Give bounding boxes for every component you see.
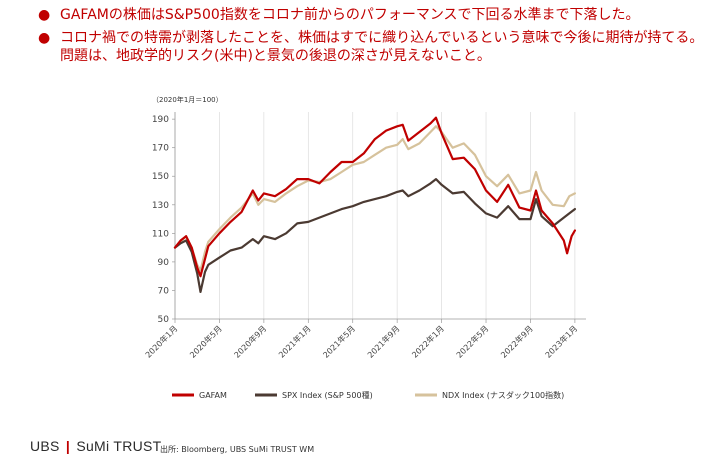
x-tick-label: 2021年9月 bbox=[365, 323, 401, 359]
company-logo: UBS | SuMi TRUST bbox=[30, 438, 162, 454]
y-tick-label: 150 bbox=[152, 172, 169, 182]
y-tick-label: 90 bbox=[158, 258, 170, 268]
legend-label: NDX Index (ナスダック100指数) bbox=[442, 390, 564, 400]
x-tick-label: 2022年1月 bbox=[410, 323, 446, 359]
logo-separator: | bbox=[65, 438, 71, 454]
bullet-list: ● GAFAMの株価はS&P500指数をコロナ前からのパフォーマンスで下回る水準… bbox=[30, 6, 710, 70]
x-tick-label: 2020年9月 bbox=[232, 323, 268, 359]
x-tick-label: 2021年5月 bbox=[321, 323, 357, 359]
source-note: 出所: Bloomberg, UBS SuMi TRUST WM bbox=[160, 445, 315, 454]
y-tick-label: 170 bbox=[152, 144, 169, 154]
x-tick-label: 2021年1月 bbox=[276, 323, 312, 359]
y-tick-label: 190 bbox=[152, 115, 169, 125]
x-tick-label: 2020年1月 bbox=[143, 323, 179, 359]
x-tick-label: 2020年5月 bbox=[187, 323, 223, 359]
legend-label: GAFAM bbox=[199, 391, 227, 400]
line-chart: （2020年1月＝100） 2020年1月 2020年5月 2020年9月 2021年1… bbox=[143, 95, 586, 400]
series-line-1 bbox=[173, 178, 576, 293]
y-tick-label: 130 bbox=[152, 201, 169, 211]
series-line-0 bbox=[173, 116, 576, 278]
bullet-dot-icon: ● bbox=[38, 7, 51, 23]
logo-sumi-text: SuMi TRUST bbox=[76, 438, 162, 454]
bullet-dot-icon: ● bbox=[38, 30, 51, 46]
logo-ubs-text: UBS bbox=[30, 438, 60, 454]
bullet-text: GAFAMの株価はS&P500指数をコロナ前からのパフォーマンスで下回る水準まで… bbox=[60, 7, 640, 23]
x-tick-label: 2022年5月 bbox=[454, 323, 490, 359]
y-tick-label: 110 bbox=[152, 229, 169, 239]
bullet-item: ● GAFAMの株価はS&P500指数をコロナ前からのパフォーマンスで下回る水準… bbox=[30, 6, 710, 24]
series-line-2 bbox=[173, 125, 576, 272]
bullet-item: ● コロナ禍での特需が剥落したことを、株価はすでに織り込んでいるという意味で今後… bbox=[30, 29, 710, 65]
legend-label: SPX Index (S&P 500種) bbox=[282, 390, 373, 400]
y-tick-label: 50 bbox=[158, 315, 170, 325]
y-tick-label: 70 bbox=[158, 286, 170, 296]
unit-label: （2020年1月＝100） bbox=[152, 95, 223, 104]
x-tick-label: 2023年1月 bbox=[543, 323, 579, 359]
bullet-text: コロナ禍での特需が剥落したことを、株価はすでに織り込んでいるという意味で今後に期… bbox=[60, 30, 704, 64]
x-tick-label: 2022年9月 bbox=[498, 323, 534, 359]
